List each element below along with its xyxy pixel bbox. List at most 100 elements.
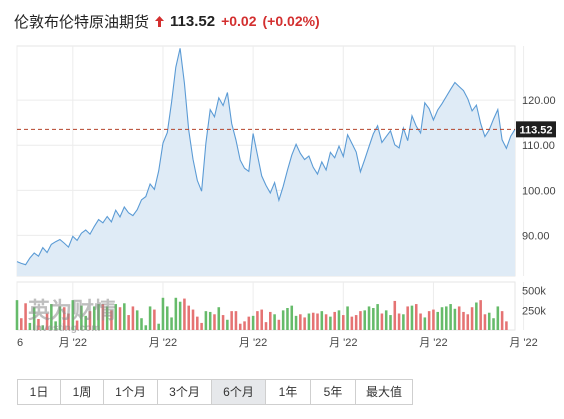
- volume-bar: [397, 313, 401, 330]
- volume-bar: [260, 309, 263, 330]
- volume-bar: [406, 306, 409, 330]
- volume-bar: [157, 323, 160, 330]
- instrument-title: 伦敦布伦特原油期货: [14, 13, 150, 31]
- volume-bar: [333, 311, 336, 330]
- volume-bar: [140, 318, 143, 330]
- volume-bar: [213, 314, 216, 330]
- volume-bar: [174, 297, 178, 330]
- volume-bar: [470, 307, 474, 330]
- volume-bar: [234, 311, 238, 330]
- volume-bar: [114, 304, 118, 330]
- price-change-percent: (+0.02%): [262, 13, 320, 29]
- volume-bar: [264, 322, 268, 330]
- volume-bar: [324, 314, 328, 330]
- volume-bar: [414, 304, 418, 330]
- y-tick-label: 110.00: [522, 140, 555, 152]
- x-tick-label: 月 '22: [59, 337, 87, 349]
- x-tick-label: 月 '22: [329, 337, 357, 349]
- volume-bar: [281, 310, 285, 330]
- volume-bar: [251, 315, 255, 330]
- last-price-tag-label: 113.52: [519, 124, 552, 136]
- volume-bar: [58, 306, 62, 330]
- x-tick-label: 月 '22: [509, 337, 537, 349]
- volume-bar: [148, 306, 152, 330]
- volume-bar: [71, 300, 75, 330]
- volume-bar: [187, 305, 191, 330]
- volume-bar: [505, 321, 508, 330]
- volume-bar: [161, 297, 165, 330]
- volume-bar: [496, 306, 500, 330]
- volume-bar: [238, 323, 242, 330]
- volume-bar: [226, 319, 229, 330]
- volume-bar: [247, 316, 251, 330]
- volume-tick-label: 500k: [522, 286, 546, 298]
- volume-bar: [410, 305, 414, 330]
- price-chart[interactable]: 英为财情 Investing.com 90.00 100.00 110.00 120.…: [0, 42, 564, 352]
- y-tick-label: 90.00: [522, 230, 550, 242]
- x-tick-label: 6: [17, 337, 23, 349]
- volume-bar: [290, 305, 294, 330]
- volume-tick-label: 250k: [522, 305, 546, 317]
- volume-bar: [92, 306, 96, 330]
- x-tick-label: 月 '22: [239, 337, 267, 349]
- volume-bar: [183, 298, 186, 330]
- volume-bar: [269, 311, 272, 330]
- volume-bar: [153, 309, 156, 330]
- volume-bar: [127, 315, 130, 330]
- tab-max[interactable]: 最大值: [356, 380, 412, 404]
- volume-bar: [97, 304, 100, 330]
- volume-bar: [200, 322, 203, 330]
- up-arrow-icon: [155, 15, 165, 27]
- volume-bar: [286, 308, 289, 330]
- volume-bar: [311, 312, 315, 330]
- volume-bar: [299, 314, 302, 330]
- tab-5y[interactable]: 5年: [311, 380, 356, 404]
- tab-1d[interactable]: 1日: [18, 380, 61, 404]
- volume-bar: [419, 313, 422, 330]
- volume-bar: [101, 304, 105, 330]
- tab-1y[interactable]: 1年: [266, 380, 311, 404]
- volume-bar: [500, 311, 504, 330]
- volume-bar: [329, 316, 332, 330]
- x-tick-label: 月 '22: [149, 337, 177, 349]
- tab-1w[interactable]: 1周: [61, 380, 104, 404]
- volume-bar: [41, 325, 45, 330]
- tab-3m[interactable]: 3个月: [158, 380, 212, 404]
- volume-bar: [50, 304, 53, 330]
- volume-bar: [131, 306, 135, 330]
- volume-bar: [303, 317, 306, 330]
- volume-bar: [118, 307, 122, 330]
- volume-bar: [84, 315, 87, 330]
- volume-bar: [204, 311, 208, 330]
- volume-bar: [80, 305, 83, 330]
- volume-bar: [384, 310, 388, 330]
- volume-bar: [165, 306, 169, 330]
- volume-bar: [256, 311, 259, 330]
- volume-bar: [337, 310, 341, 330]
- volume-bar: [221, 315, 225, 330]
- volume-bar: [341, 315, 345, 330]
- volume-bar: [45, 313, 49, 330]
- volume-bar: [37, 319, 40, 330]
- volume-bar: [367, 306, 371, 330]
- y-tick-label: 120.00: [522, 95, 556, 107]
- volume-bar: [20, 318, 23, 330]
- volume-bar: [75, 320, 79, 330]
- volume-bar: [466, 314, 470, 330]
- volume-bar: [457, 306, 461, 330]
- volume-bar: [178, 301, 182, 330]
- volume-bar: [191, 309, 195, 330]
- volume-bar: [273, 314, 276, 330]
- volume-bar: [144, 325, 148, 330]
- volume-bar: [307, 313, 311, 330]
- quote-header: 伦敦布伦特原油期货 113.52 +0.02 (+0.02%): [14, 8, 320, 34]
- volume-bar: [170, 317, 173, 330]
- tab-1m[interactable]: 1个月: [104, 380, 158, 404]
- volume-bar: [462, 311, 465, 330]
- volume-bar: [277, 319, 281, 330]
- volume-bar: [376, 304, 379, 330]
- price-line: [16, 48, 516, 266]
- tab-6m[interactable]: 6个月: [212, 380, 266, 404]
- volume-bar: [24, 303, 27, 330]
- volume-bar: [88, 311, 92, 330]
